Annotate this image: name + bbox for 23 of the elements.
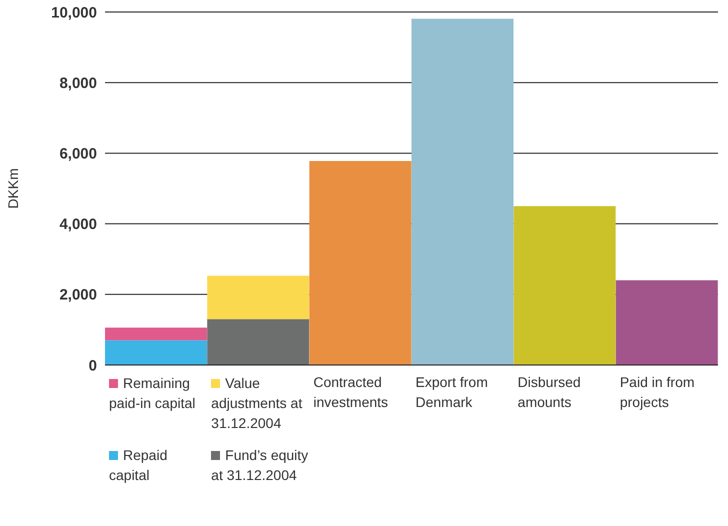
- bar: [207, 276, 310, 320]
- bar: [412, 18, 514, 365]
- bar: [105, 328, 207, 340]
- x-tick-label: Disbursed amounts: [518, 374, 581, 410]
- y-axis-title: DKKm: [5, 168, 21, 209]
- bar: [207, 319, 310, 365]
- y-tick-label: 4,000: [59, 216, 97, 234]
- y-tick-label: 0: [88, 357, 97, 374]
- legend-label: Value adjustments at 31.12.2004: [211, 375, 302, 431]
- legend-label: Fund’s equity at 31.12.2004: [211, 447, 308, 483]
- y-tick-label: 10,000: [51, 4, 97, 22]
- legend-label: Repaid capital: [109, 447, 168, 483]
- x-tick-label: Export from Denmark: [416, 374, 488, 410]
- y-tick-label: 6,000: [59, 146, 97, 163]
- legend-label: Remaining paid-in capital: [109, 375, 196, 411]
- x-tick-label: Contracted investments: [313, 374, 388, 410]
- y-tick-label: 2,000: [59, 286, 97, 304]
- x-tick-label: Paid in from projects: [620, 374, 695, 410]
- y-tick-label: 8,000: [59, 74, 97, 92]
- bar: [616, 280, 718, 365]
- bar: [105, 340, 207, 365]
- bar: [514, 206, 616, 365]
- bar: [309, 160, 412, 365]
